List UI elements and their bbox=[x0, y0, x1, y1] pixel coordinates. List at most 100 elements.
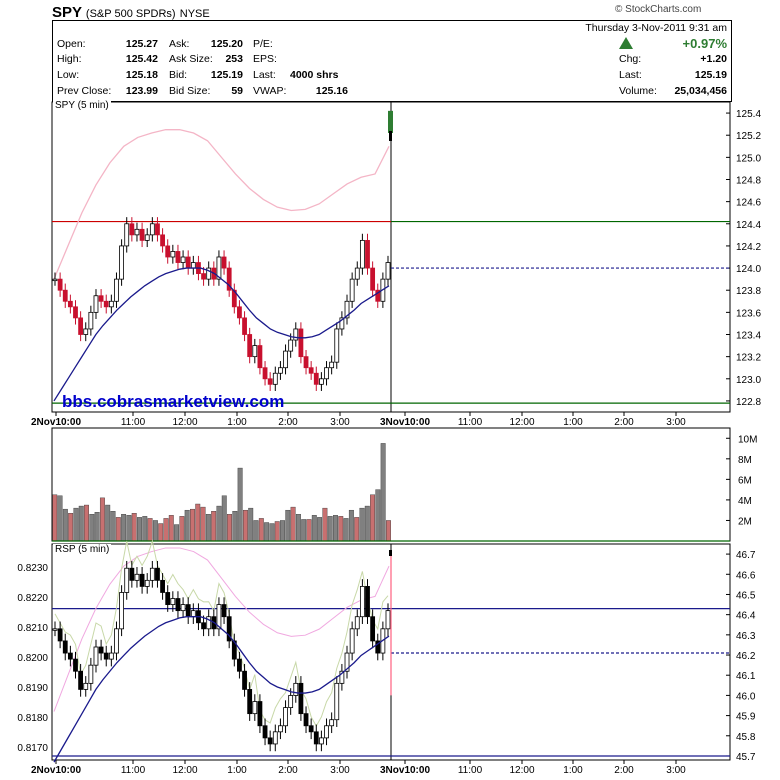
rsp-last-candle bbox=[389, 550, 392, 556]
spy-moving-average bbox=[53, 267, 390, 402]
volume-bar bbox=[322, 507, 328, 542]
rsp-x-tick-label: 3:00 bbox=[666, 765, 686, 776]
volume-bar bbox=[258, 518, 264, 542]
spy-candle bbox=[149, 223, 155, 236]
spy-ytick-label: 123.2 bbox=[736, 353, 761, 364]
spy-candle bbox=[237, 306, 242, 319]
volume-bar bbox=[78, 505, 84, 542]
rsp-ytick-label: 46.2 bbox=[736, 651, 756, 662]
rsp-x-tick-label: 12:00 bbox=[509, 765, 534, 776]
ask-size-label: Ask Size: bbox=[169, 53, 213, 65]
rsp-candle bbox=[272, 731, 278, 745]
spy-ytick-label: 124.8 bbox=[736, 176, 761, 187]
rsp-candle bbox=[252, 701, 258, 715]
vwap-label: VWAP: bbox=[253, 85, 287, 97]
rsp-ratio-tick-label: 0.8190 bbox=[17, 683, 48, 694]
spy-x-tick-label: 1:00 bbox=[563, 417, 583, 428]
spy-candle bbox=[370, 267, 376, 291]
spy-ytick-label: 124.4 bbox=[736, 220, 761, 231]
rsp-x-tick-label: 3Nov10:00 bbox=[380, 765, 430, 776]
rsp-moving-average bbox=[53, 616, 390, 763]
volume-bar bbox=[290, 506, 296, 542]
volume-bar bbox=[99, 497, 105, 542]
volume-bar bbox=[115, 517, 121, 542]
volume-bar bbox=[110, 511, 116, 542]
spy-candle bbox=[267, 378, 273, 385]
quote-box: Open: 125.27 High: 125.42 Low: 125.18 Pr… bbox=[52, 20, 732, 102]
rsp-candle bbox=[298, 682, 304, 715]
volume-bar bbox=[195, 503, 201, 542]
spy-x-tick-label: 3:00 bbox=[666, 417, 686, 428]
rsp-candle bbox=[165, 592, 171, 605]
rsp-candle bbox=[359, 586, 365, 618]
rsp-candle bbox=[308, 725, 314, 733]
rsp-x-tick-label: 2:00 bbox=[278, 765, 298, 776]
rsp-candle bbox=[283, 707, 288, 727]
rsp-x-tick-label: 1:00 bbox=[563, 765, 583, 776]
spy-candle bbox=[359, 239, 365, 269]
spy-candle bbox=[119, 245, 124, 280]
spy-candle bbox=[385, 262, 391, 280]
volume-bar bbox=[280, 520, 285, 542]
rsp-panel-title: RSP (5 min) bbox=[53, 544, 112, 555]
rsp-candle bbox=[385, 610, 391, 630]
volume-bar bbox=[89, 514, 95, 542]
spy-candle bbox=[334, 328, 340, 363]
volume-bar bbox=[142, 516, 148, 542]
symbol-name: (S&P 500 SPDRs) bbox=[85, 8, 176, 20]
rsp-ratio-tick-label: 0.8170 bbox=[17, 743, 48, 754]
volume-bar bbox=[163, 518, 169, 542]
rsp-candle bbox=[134, 573, 140, 581]
volume-bar bbox=[73, 507, 79, 542]
spy-x-tick-label: 3Nov10:00 bbox=[380, 417, 430, 428]
volume-bar bbox=[57, 495, 63, 542]
symbol: SPY bbox=[52, 4, 82, 21]
volume-bar bbox=[317, 517, 323, 542]
spy-candle bbox=[298, 328, 304, 358]
watermark: bbs.cobrasmarketview.com bbox=[62, 392, 285, 411]
rsp-candle bbox=[349, 628, 355, 654]
spy-ytick-label: 124.2 bbox=[736, 242, 761, 253]
rsp-candle bbox=[226, 616, 232, 642]
volume-bar bbox=[343, 518, 349, 542]
spy-candle bbox=[365, 239, 370, 269]
volume-bar bbox=[147, 518, 153, 542]
volume-bar bbox=[301, 519, 307, 542]
spy-x-tick-label: 11:00 bbox=[121, 417, 146, 428]
open-label: Open: bbox=[57, 38, 86, 50]
spy-candle bbox=[329, 361, 335, 369]
rsp-candle bbox=[149, 567, 155, 581]
rsp-candle bbox=[242, 670, 247, 690]
volume-bar bbox=[137, 517, 142, 542]
spy-candle bbox=[247, 334, 253, 358]
spy-candle bbox=[165, 245, 171, 258]
volume-bar bbox=[375, 489, 381, 542]
spy-candle bbox=[88, 311, 94, 330]
volume-label: Volume: bbox=[619, 85, 657, 97]
spy-candle bbox=[180, 256, 186, 263]
spy-candle bbox=[160, 234, 165, 247]
spy-candle bbox=[190, 262, 196, 269]
bid-value: 125.19 bbox=[210, 69, 243, 81]
rsp-candle bbox=[334, 682, 340, 721]
volume-bar bbox=[354, 517, 360, 542]
volume-bar bbox=[237, 467, 243, 542]
ask-value: 125.20 bbox=[210, 38, 243, 50]
rsp-candle bbox=[119, 592, 124, 630]
rsp-x-tick-label: 11:00 bbox=[458, 765, 483, 776]
rsp-ytick-label: 45.7 bbox=[736, 752, 756, 763]
spy-candle bbox=[278, 367, 283, 374]
spy-candle bbox=[339, 317, 345, 330]
volume-bar bbox=[52, 494, 58, 542]
spy-candle bbox=[185, 256, 191, 269]
rsp-candle bbox=[52, 628, 58, 631]
rsp-ytick-label: 46.1 bbox=[736, 671, 756, 682]
spy-ytick-label: 125.2 bbox=[736, 131, 761, 142]
rsp-x-tick-label: 2:00 bbox=[614, 765, 634, 776]
rsp-ratio-tick-label: 0.8210 bbox=[17, 623, 48, 634]
spy-x-tick-label: 12:00 bbox=[509, 417, 534, 428]
rsp-candle bbox=[344, 652, 350, 672]
spy-candle bbox=[114, 278, 119, 302]
volume-bar bbox=[370, 494, 376, 542]
rsp-candle bbox=[170, 598, 176, 605]
